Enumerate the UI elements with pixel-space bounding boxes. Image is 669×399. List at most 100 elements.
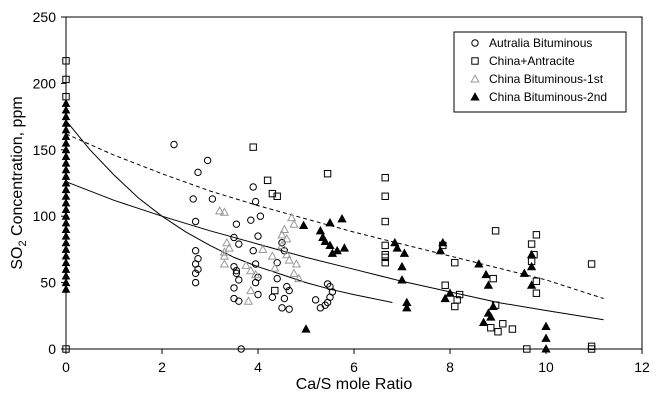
y-axis-strip-point [61, 264, 71, 273]
data-point [249, 143, 257, 151]
y-axis-strip-point [61, 244, 71, 253]
data-point [323, 170, 332, 178]
y-axis-strip-point [61, 105, 71, 114]
data-point [246, 265, 256, 275]
data-point [237, 345, 245, 353]
y-axis-strip-point [61, 238, 71, 247]
data-point [438, 237, 448, 247]
y-axis-strip-point [61, 224, 71, 233]
y-tick-label: 100 [33, 208, 57, 224]
legend-marker-1 [471, 39, 479, 47]
data-point [62, 57, 70, 65]
series-4 [298, 214, 551, 353]
data-point [311, 296, 320, 304]
data-point [486, 312, 496, 321]
data-point [397, 275, 407, 284]
data-point [241, 260, 251, 269]
legend-label-bituminous-1st: China Bituminous-1st [489, 72, 604, 86]
data-point [381, 192, 389, 200]
data-point [230, 233, 238, 242]
fit-curve-2 [65, 181, 604, 321]
y-tick-label: 0 [48, 341, 56, 357]
data-point [445, 288, 455, 297]
data-point [282, 233, 292, 243]
data-point [526, 249, 537, 259]
data-point [523, 345, 531, 353]
data-point [263, 176, 272, 185]
data-point [249, 247, 257, 255]
series-3 [214, 206, 304, 305]
y-axis-title-subscript: 2 [17, 240, 29, 246]
data-point [381, 253, 389, 262]
data-point [381, 241, 389, 250]
data-point [243, 296, 254, 305]
data-point [235, 240, 243, 248]
data-point [224, 243, 234, 252]
data-point [532, 289, 541, 297]
y-axis-strip-point [61, 191, 71, 200]
data-point [282, 249, 292, 259]
data-point [541, 321, 551, 330]
x-tick-label: 2 [158, 359, 166, 375]
data-point [232, 266, 241, 275]
data-point [294, 273, 304, 283]
data-point [499, 320, 507, 328]
y-axis-title-suffix: Concentration, ppm [9, 96, 26, 240]
x-tick-label: 6 [350, 359, 358, 375]
y-axis-strip-point [61, 158, 71, 167]
data-point [280, 247, 289, 255]
y-axis-strip-point [61, 205, 71, 214]
y-axis-strip-point [61, 218, 71, 227]
data-point [283, 282, 291, 291]
data-point [289, 219, 299, 228]
data-point [441, 281, 449, 289]
data-point [249, 183, 257, 191]
data-point [325, 240, 335, 249]
data-point [62, 92, 70, 101]
data-point [191, 269, 200, 278]
data-point [440, 293, 450, 303]
y-axis-strip-point [61, 231, 71, 240]
data-point [219, 247, 230, 256]
data-point [489, 274, 497, 283]
legend-label-australia: Autralia Bituminous [489, 36, 592, 50]
data-point [487, 324, 495, 332]
y-axis-title-prefix: SO [9, 247, 26, 270]
y-axis-strip-point [61, 271, 71, 280]
data-point [277, 229, 287, 239]
data-point [301, 324, 311, 333]
data-point [397, 261, 407, 271]
data-point [320, 236, 330, 245]
data-point [323, 280, 332, 288]
data-point [273, 258, 281, 267]
data-point [478, 317, 489, 326]
data-point [203, 156, 212, 165]
data-point [286, 212, 297, 222]
data-point [527, 240, 536, 248]
data-point [526, 261, 537, 271]
y-axis-strip-point [61, 151, 71, 160]
data-point [399, 248, 410, 257]
data-point [339, 243, 350, 252]
x-tick-label: 8 [446, 359, 454, 375]
data-point [289, 268, 299, 277]
data-point [271, 286, 279, 295]
data-point [481, 269, 491, 279]
y-axis-strip-point [61, 251, 71, 260]
data-point [332, 245, 342, 255]
data-point [235, 297, 243, 305]
data-point [285, 286, 293, 295]
data-point [508, 325, 517, 333]
data-point [451, 258, 459, 267]
data-point [270, 263, 280, 272]
y-axis-strip-point [61, 131, 71, 141]
data-point [251, 260, 260, 268]
data-point [254, 232, 262, 240]
data-point [232, 269, 241, 278]
data-point [381, 173, 389, 182]
data-point [246, 285, 256, 295]
y-axis-title: SO2 Concentration, ppm [9, 96, 29, 269]
legend-label-bituminous-2nd: China Bituminous-2nd [489, 90, 607, 104]
data-point [222, 237, 232, 247]
